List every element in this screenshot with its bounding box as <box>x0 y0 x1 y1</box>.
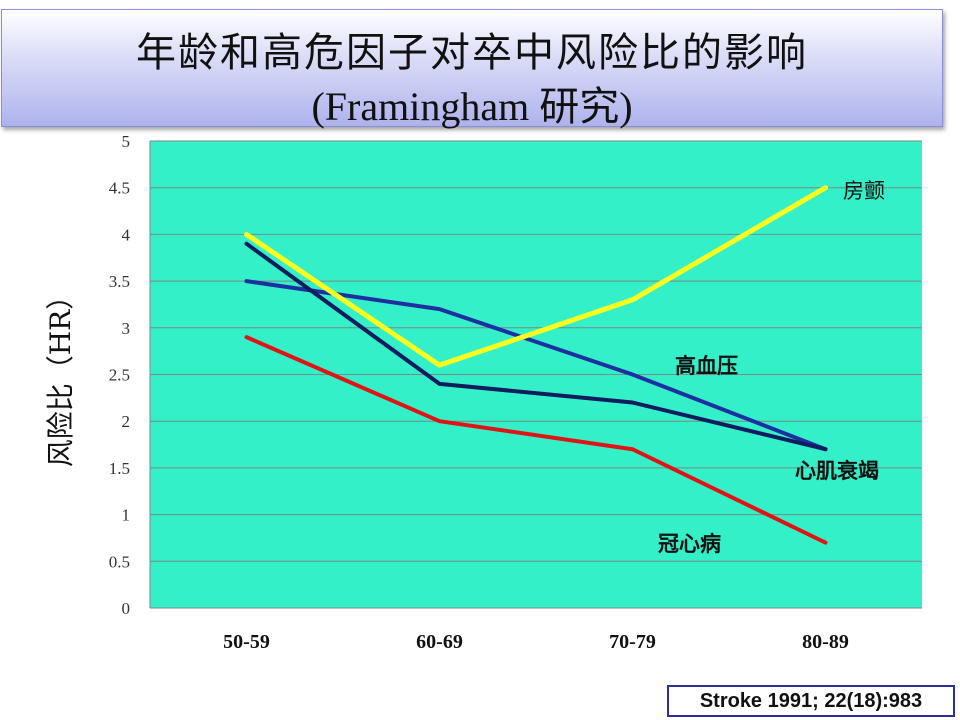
x-tick-label: 60-69 <box>416 631 463 653</box>
x-tick-label: 70-79 <box>609 631 656 653</box>
y-tick-label: 1.5 <box>109 459 130 478</box>
series-label: 冠心病 <box>658 532 721 556</box>
y-tick-label: 4 <box>122 225 131 244</box>
y-tick-label: 0.5 <box>109 552 130 571</box>
y-axis-label: 风险比（HR） <box>44 282 77 468</box>
slide-title: 年龄和高危因子对卒中风险比的影响 <box>136 30 808 76</box>
x-tick-label: 80-89 <box>802 631 849 653</box>
series-label: 房颤 <box>843 179 885 203</box>
series-label: 高血压 <box>675 354 738 378</box>
y-tick-label: 3.5 <box>109 272 130 291</box>
y-tick-label: 4.5 <box>109 179 130 198</box>
y-tick-label: 5 <box>122 132 131 151</box>
x-tick-label: 50-59 <box>223 631 270 653</box>
series-line-1 <box>244 185 828 368</box>
y-tick-label: 2 <box>122 412 131 431</box>
slide-subtitle: (Framingham 研究) <box>311 84 633 129</box>
y-tick-label: 2.5 <box>109 366 130 385</box>
y-tick-label: 0 <box>122 599 131 618</box>
title-banner: 年龄和高危因子对卒中风险比的影响 (Framingham 研究) <box>1 9 943 129</box>
series-label: 心肌衰竭 <box>795 459 879 483</box>
y-tick-label: 1 <box>122 506 131 525</box>
series-line-3 <box>244 241 828 452</box>
y-tick-label: 3 <box>122 319 131 338</box>
line-chart: 0 0.5 1 1.5 2 2.5 3 3.5 4 4.5 5 50-59 60-69 70-79 80-8… <box>44 132 922 653</box>
citation-box: Stroke 1991; 22(18):983 <box>667 685 955 717</box>
series-line-2 <box>244 279 828 452</box>
series-line-4 <box>244 335 828 545</box>
